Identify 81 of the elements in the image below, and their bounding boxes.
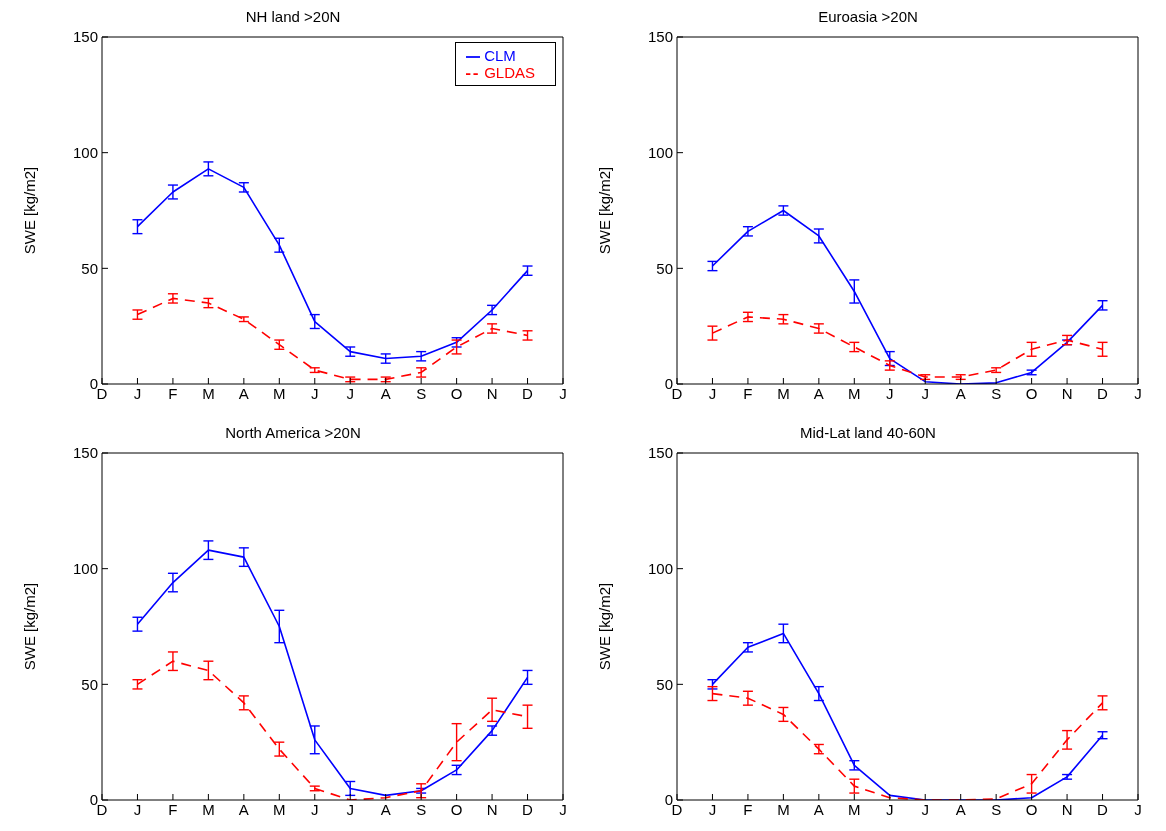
y-tick-label: 50 [81,675,98,693]
x-tick-label: N [486,384,498,402]
y-tick-label: 100 [647,143,673,161]
x-tick-label: D [522,384,534,402]
x-tick-label: M [273,800,286,818]
y-axis-title: SWE [kg/m2] [21,582,39,671]
x-tick-label: J [921,800,929,818]
y-axis-title: SWE [kg/m2] [596,166,614,255]
x-tick-label: N [1061,800,1073,818]
x-tick-label: J [133,800,142,818]
x-tick-label: J [1134,800,1142,818]
chart-title: North America >20N [224,424,362,443]
x-tick-label: D [522,800,534,818]
y-tick-label: 50 [656,675,673,693]
x-tick-label: S [416,800,427,818]
x-tick-label: S [991,384,1002,402]
y-tick-label: 100 [72,559,98,577]
y-tick-label: 0 [89,375,98,393]
x-tick-label: F [743,800,753,818]
x-tick-label: A [380,384,391,402]
y-tick-label: 100 [647,559,673,577]
x-tick-label: J [346,384,354,402]
x-tick-label: O [450,800,463,818]
chart-title: Mid-Lat land 40-60N [799,424,937,443]
x-tick-label: O [1025,800,1038,818]
x-tick-label: A [238,384,249,402]
x-tick-label: M [848,384,861,402]
y-tick-label: 150 [72,444,98,462]
x-tick-label: M [777,384,790,402]
chart-title: NH land >20N [244,8,342,27]
x-tick-label: M [777,800,790,818]
y-tick-label: 150 [647,28,673,46]
x-tick-label: J [133,384,142,402]
legend-label: CLM [484,47,516,64]
x-tick-label: A [380,800,391,818]
x-tick-label: D [1097,800,1109,818]
x-tick-label: J [559,800,567,818]
x-tick-label: J [886,384,894,402]
x-tick-label: M [202,800,215,818]
line-series [136,297,529,381]
x-tick-label: A [238,800,249,818]
y-axis-title: SWE [kg/m2] [596,582,614,671]
x-tick-label: M [273,384,286,402]
x-tick-label: D [1097,384,1109,402]
x-tick-label: A [955,384,966,402]
y-tick-label: 0 [89,791,98,809]
x-tick-label: S [416,384,427,402]
y-tick-label: 50 [656,259,673,277]
x-tick-label: M [848,800,861,818]
x-tick-label: J [559,384,567,402]
x-tick-label: A [813,384,824,402]
x-tick-label: O [1025,384,1038,402]
x-tick-label: A [955,800,966,818]
x-tick-label: J [921,384,929,402]
x-tick-label: M [202,384,215,402]
x-tick-label: N [486,800,498,818]
x-tick-label: A [813,800,824,818]
y-tick-label: 100 [72,143,98,161]
chart-title: Euroasia >20N [817,8,919,27]
y-axis-title: SWE [kg/m2] [21,166,39,255]
line-series [711,316,1104,378]
x-tick-label: F [743,384,753,402]
x-tick-label: F [168,800,178,818]
x-tick-label: J [311,384,319,402]
x-tick-label: O [450,384,463,402]
x-tick-label: J [886,800,894,818]
y-tick-label: 0 [664,375,673,393]
x-tick-label: J [1134,384,1142,402]
y-tick-label: 50 [81,259,98,277]
line-series [711,209,1104,384]
x-tick-label: S [991,800,1002,818]
legend-label: GLDAS [484,64,535,82]
x-tick-label: J [311,800,319,818]
x-tick-label: F [168,384,178,402]
x-tick-label: N [1061,384,1073,402]
x-tick-label: J [708,384,717,402]
y-tick-label: 150 [647,444,673,462]
y-tick-label: 150 [72,28,98,46]
y-tick-label: 0 [664,791,673,809]
x-tick-label: J [346,800,354,818]
x-tick-label: J [708,800,717,818]
